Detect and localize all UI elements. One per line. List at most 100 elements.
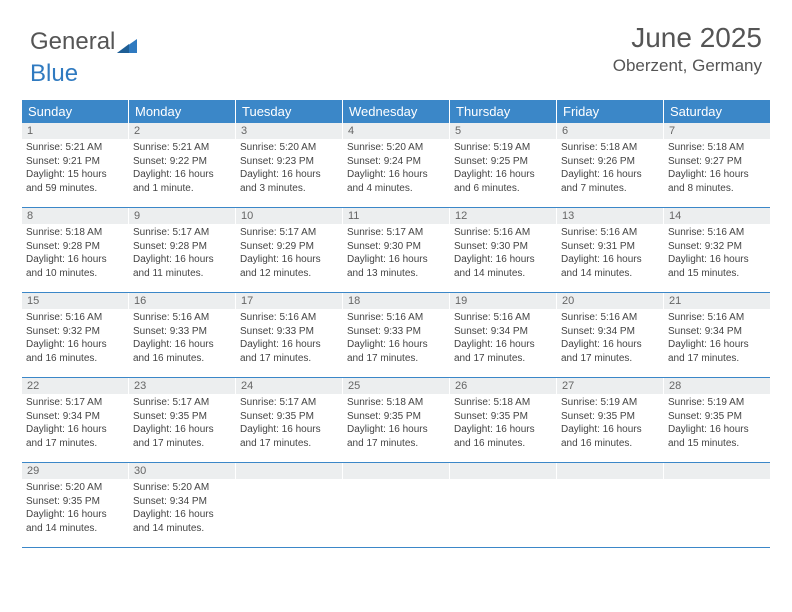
sunrise-line: Sunrise: 5:18 AM — [454, 396, 552, 410]
day-cell: 4Sunrise: 5:20 AMSunset: 9:24 PMDaylight… — [343, 123, 450, 207]
day-cell: 7 Sunrise: 5:18 AMSunset: 9:27 PMDaylight… — [664, 123, 770, 207]
sunrise-line: Sunrise: 5:16 AM — [240, 311, 338, 325]
daylight-line: Daylight: 16 hours and 1 minute. — [133, 168, 231, 195]
daylight-line: Daylight: 16 hours and 4 minutes. — [347, 168, 445, 195]
daylight-line: Daylight: 16 hours and 16 minutes. — [454, 423, 552, 450]
week-row: 22Sunrise: 5:17 AMSunset: 9:34 PMDayligh… — [22, 378, 770, 463]
day-number: 7 — [664, 123, 770, 139]
day-number: 11 — [343, 208, 449, 224]
sunrise-line: Sunrise: 5:21 AM — [133, 141, 231, 155]
day-body: Sunrise: 5:18 AMSunset: 9:35 PMDaylight:… — [450, 396, 556, 454]
sunrise-line: Sunrise: 5:16 AM — [454, 311, 552, 325]
day-number-empty — [557, 463, 663, 479]
daylight-line: Daylight: 16 hours and 17 minutes. — [133, 423, 231, 450]
day-cell: 29 Sunrise: 5:20 AMSunset: 9:35 PMDayligh… — [22, 463, 129, 547]
day-body: Sunrise: 5:17 AMSunset: 9:28 PMDaylight:… — [129, 226, 235, 284]
sunrise-line: Sunrise: 5:21 AM — [26, 141, 124, 155]
day-cell — [557, 463, 664, 547]
day-number: 30 — [129, 463, 235, 479]
day-cell — [450, 463, 557, 547]
daylight-line: Daylight: 16 hours and 17 minutes. — [561, 338, 659, 365]
sunrise-line: Sunrise: 5:19 AM — [561, 396, 659, 410]
logo: General Blue — [30, 28, 137, 88]
sunset-line: Sunset: 9:35 PM — [240, 410, 338, 424]
day-cell: 22Sunrise: 5:17 AMSunset: 9:34 PMDayligh… — [22, 378, 129, 462]
day-number: 25 — [343, 378, 449, 394]
sunrise-line: Sunrise: 5:20 AM — [26, 481, 124, 495]
day-body: Sunrise: 5:21 AMSunset: 9:22 PMDaylight:… — [129, 141, 235, 199]
day-body: Sunrise: 5:17 AMSunset: 9:35 PMDaylight:… — [236, 396, 342, 454]
day-body: Sunrise: 5:18 AMSunset: 9:27 PMDaylight:… — [664, 141, 770, 199]
daylight-line: Daylight: 16 hours and 17 minutes. — [347, 423, 445, 450]
daylight-line: Daylight: 16 hours and 8 minutes. — [668, 168, 766, 195]
daylight-line: Daylight: 16 hours and 17 minutes. — [668, 338, 766, 365]
day-cell: 3Sunrise: 5:20 AMSunset: 9:23 PMDaylight… — [236, 123, 343, 207]
sunset-line: Sunset: 9:34 PM — [668, 325, 766, 339]
daylight-line: Daylight: 16 hours and 17 minutes. — [240, 338, 338, 365]
sunset-line: Sunset: 9:35 PM — [347, 410, 445, 424]
sunset-line: Sunset: 9:22 PM — [133, 155, 231, 169]
day-body: Sunrise: 5:17 AMSunset: 9:30 PMDaylight:… — [343, 226, 449, 284]
day-number: 28 — [664, 378, 770, 394]
sunset-line: Sunset: 9:28 PM — [133, 240, 231, 254]
sunset-line: Sunset: 9:21 PM — [26, 155, 124, 169]
daylight-line: Daylight: 16 hours and 13 minutes. — [347, 253, 445, 280]
day-number: 29 — [22, 463, 128, 479]
day-number: 9 — [129, 208, 235, 224]
day-cell: 11 Sunrise: 5:17 AMSunset: 9:30 PMDayligh… — [343, 208, 450, 292]
day-cell: 6Sunrise: 5:18 AMSunset: 9:26 PMDaylight… — [557, 123, 664, 207]
daylight-line: Daylight: 16 hours and 17 minutes. — [454, 338, 552, 365]
sunset-line: Sunset: 9:34 PM — [133, 495, 231, 509]
day-cell: 18Sunrise: 5:16 AMSunset: 9:33 PMDayligh… — [343, 293, 450, 377]
logo-text-1: General — [30, 28, 115, 55]
daylight-line: Daylight: 16 hours and 14 minutes. — [561, 253, 659, 280]
day-body: Sunrise: 5:20 AMSunset: 9:35 PMDaylight:… — [22, 481, 128, 539]
day-number-empty — [664, 463, 770, 479]
day-number: 1 — [22, 123, 128, 139]
day-body: Sunrise: 5:17 AMSunset: 9:35 PMDaylight:… — [129, 396, 235, 454]
sunset-line: Sunset: 9:30 PM — [454, 240, 552, 254]
sunset-line: Sunset: 9:26 PM — [561, 155, 659, 169]
sunset-line: Sunset: 9:31 PM — [561, 240, 659, 254]
day-body: Sunrise: 5:20 AMSunset: 9:23 PMDaylight:… — [236, 141, 342, 199]
sunrise-line: Sunrise: 5:16 AM — [454, 226, 552, 240]
sunset-line: Sunset: 9:35 PM — [133, 410, 231, 424]
sunrise-line: Sunrise: 5:17 AM — [133, 226, 231, 240]
sunrise-line: Sunrise: 5:17 AM — [133, 396, 231, 410]
sunset-line: Sunset: 9:35 PM — [561, 410, 659, 424]
daylight-line: Daylight: 16 hours and 6 minutes. — [454, 168, 552, 195]
sunrise-line: Sunrise: 5:18 AM — [26, 226, 124, 240]
day-number: 21 — [664, 293, 770, 309]
weekday-header-row: SundayMondayTuesdayWednesdayThursdayFrid… — [22, 100, 770, 123]
day-cell: 10Sunrise: 5:17 AMSunset: 9:29 PMDayligh… — [236, 208, 343, 292]
sunrise-line: Sunrise: 5:18 AM — [668, 141, 766, 155]
day-body: Sunrise: 5:18 AMSunset: 9:26 PMDaylight:… — [557, 141, 663, 199]
day-cell: 30 Sunrise: 5:20 AMSunset: 9:34 PMDayligh… — [129, 463, 236, 547]
daylight-line: Daylight: 16 hours and 14 minutes. — [133, 508, 231, 535]
day-body: Sunrise: 5:16 AMSunset: 9:32 PMDaylight:… — [664, 226, 770, 284]
day-cell: 19Sunrise: 5:16 AMSunset: 9:34 PMDayligh… — [450, 293, 557, 377]
day-number: 5 — [450, 123, 556, 139]
weekday-header: Thursday — [450, 100, 557, 123]
day-cell: 17Sunrise: 5:16 AMSunset: 9:33 PMDayligh… — [236, 293, 343, 377]
day-cell: 24Sunrise: 5:17 AMSunset: 9:35 PMDayligh… — [236, 378, 343, 462]
sunset-line: Sunset: 9:34 PM — [561, 325, 659, 339]
sunrise-line: Sunrise: 5:20 AM — [133, 481, 231, 495]
day-cell: 27Sunrise: 5:19 AMSunset: 9:35 PMDayligh… — [557, 378, 664, 462]
day-cell: 28Sunrise: 5:19 AMSunset: 9:35 PMDayligh… — [664, 378, 770, 462]
day-body: Sunrise: 5:17 AMSunset: 9:29 PMDaylight:… — [236, 226, 342, 284]
sunrise-line: Sunrise: 5:20 AM — [347, 141, 445, 155]
daylight-line: Daylight: 16 hours and 15 minutes. — [668, 423, 766, 450]
sunrise-line: Sunrise: 5:16 AM — [561, 226, 659, 240]
sunrise-line: Sunrise: 5:18 AM — [347, 396, 445, 410]
daylight-line: Daylight: 16 hours and 14 minutes. — [26, 508, 124, 535]
sunrise-line: Sunrise: 5:16 AM — [133, 311, 231, 325]
sunrise-line: Sunrise: 5:16 AM — [347, 311, 445, 325]
day-number-empty — [343, 463, 449, 479]
day-cell: 12Sunrise: 5:16 AMSunset: 9:30 PMDayligh… — [450, 208, 557, 292]
sunset-line: Sunset: 9:23 PM — [240, 155, 338, 169]
sunrise-line: Sunrise: 5:16 AM — [668, 311, 766, 325]
day-number: 18 — [343, 293, 449, 309]
weekday-header: Saturday — [664, 100, 770, 123]
sunrise-line: Sunrise: 5:19 AM — [454, 141, 552, 155]
